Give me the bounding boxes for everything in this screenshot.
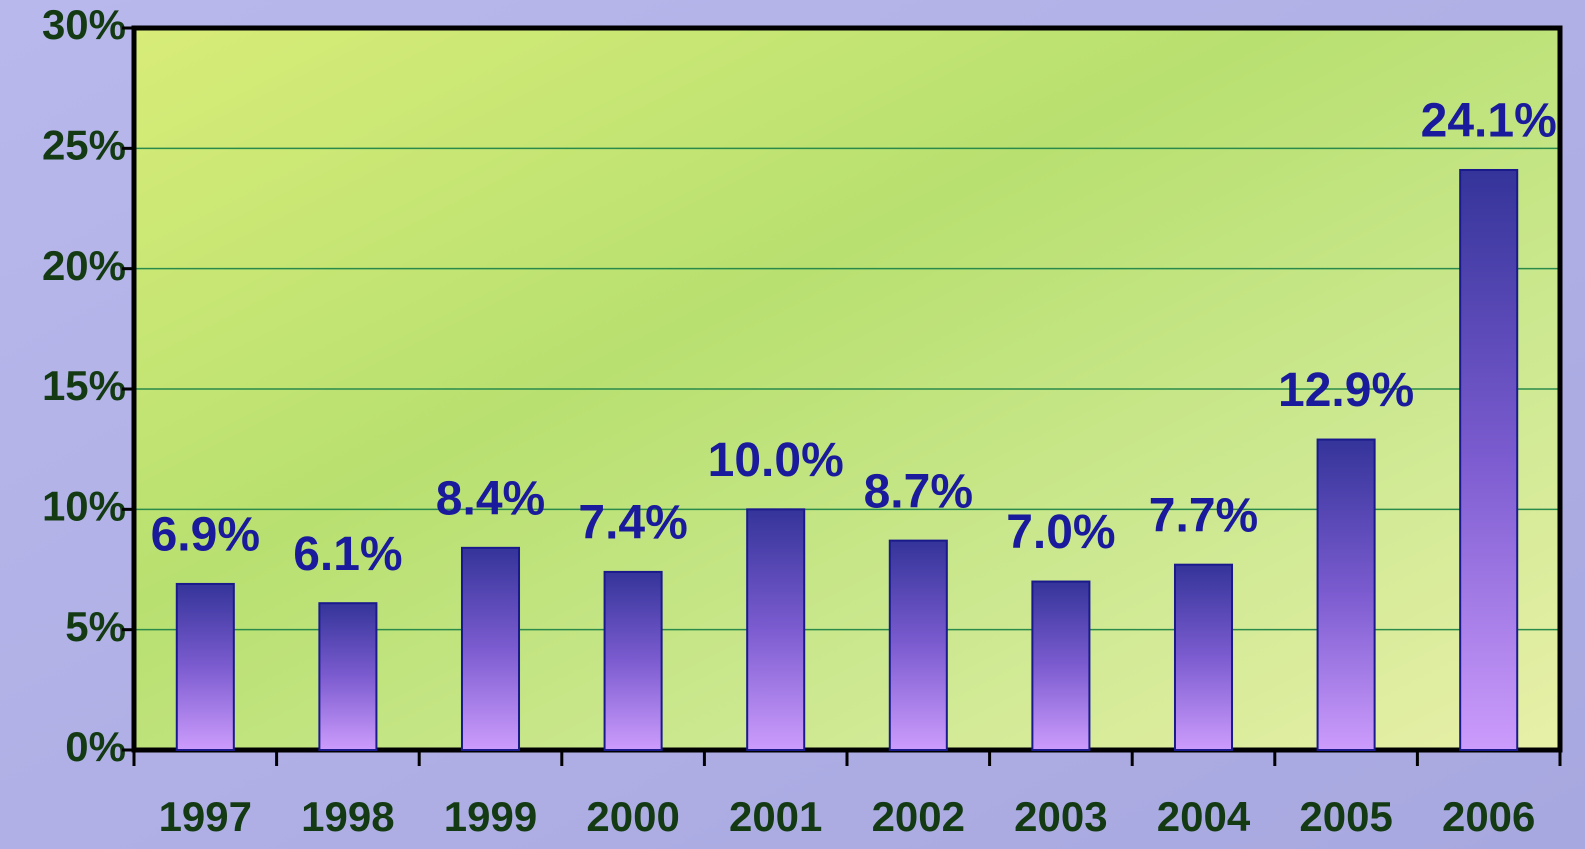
x-tick-label: 1998 <box>301 793 394 840</box>
x-tick-label: 1999 <box>444 793 537 840</box>
x-tick-label: 1997 <box>159 793 252 840</box>
plot-frame <box>131 25 1563 753</box>
x-tick-label: 2002 <box>872 793 965 840</box>
y-tick-label: 15% <box>42 362 126 409</box>
value-label: 8.4% <box>436 473 545 526</box>
bar <box>318 602 378 752</box>
value-label: 10.0% <box>708 434 844 487</box>
value-label: 6.9% <box>151 509 260 562</box>
value-label: 12.9% <box>1278 364 1414 417</box>
y-tick-label: 5% <box>65 603 126 650</box>
x-tick-label: 2004 <box>1157 793 1251 840</box>
y-tick-label: 10% <box>42 482 126 529</box>
value-label: 8.7% <box>864 465 973 518</box>
value-label: 7.0% <box>1006 506 1115 559</box>
bar <box>460 546 521 752</box>
y-tick-label: 30% <box>42 1 126 48</box>
value-label: 7.7% <box>1149 489 1258 542</box>
x-tick-label: 2001 <box>729 793 822 840</box>
x-tick-label: 2003 <box>1014 793 1107 840</box>
bar <box>888 539 948 751</box>
y-tick-label: 20% <box>42 242 126 289</box>
bar <box>175 582 235 751</box>
bar <box>1459 168 1519 751</box>
bar <box>603 570 663 752</box>
value-label: 24.1% <box>1421 95 1557 148</box>
bar <box>746 508 806 752</box>
y-tick-label: 25% <box>42 121 126 168</box>
x-tick-label: 2005 <box>1299 793 1392 840</box>
bar <box>1173 563 1234 751</box>
y-tick-label: 0% <box>65 723 126 770</box>
value-label: 6.1% <box>293 528 402 581</box>
value-label: 7.4% <box>578 497 687 550</box>
bar <box>1316 438 1376 751</box>
x-tick-label: 2000 <box>586 793 679 840</box>
x-tick-label: 2006 <box>1442 793 1535 840</box>
bar <box>1031 580 1091 751</box>
